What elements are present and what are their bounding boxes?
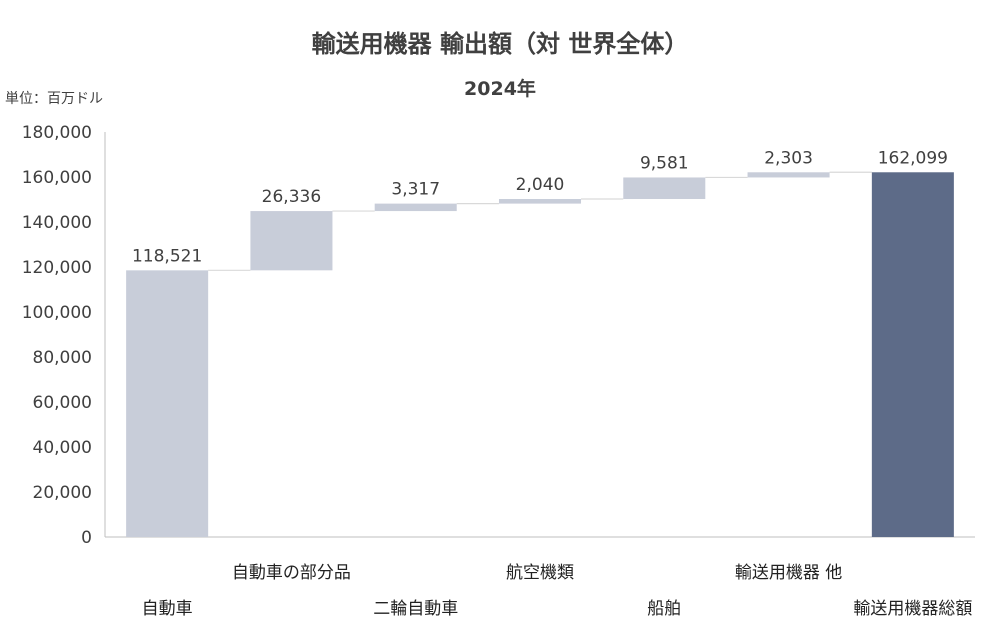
category-label: 船舶	[647, 599, 681, 619]
unit-label: 単位：百万ドル	[5, 91, 103, 107]
bar-4	[498, 199, 582, 204]
y-tick-label: 80,000	[33, 348, 92, 368]
chart-subtitle: 2024年	[464, 77, 536, 100]
bar-6	[747, 172, 830, 178]
value-label: 2,040	[516, 175, 565, 195]
category-label: 輸送用機器 他	[735, 563, 842, 583]
y-tick-label: 120,000	[22, 258, 92, 278]
value-label: 162,099	[878, 148, 948, 168]
category-label: 自動車	[142, 599, 193, 619]
category-label: 二輪自動車	[373, 599, 458, 619]
y-axis-ticks: 0 20,000 40,000 60,000 80,000 100,000 120,000 1…	[22, 123, 92, 548]
y-tick-label: 20,000	[33, 483, 92, 503]
y-tick-label: 140,000	[22, 213, 92, 233]
value-label: 26,336	[262, 187, 321, 207]
y-tick-label: 40,000	[33, 438, 92, 458]
connector-lines	[208, 171, 872, 271]
value-label: 118,521	[132, 246, 202, 266]
y-tick-label: 180,000	[22, 123, 92, 143]
y-tick-label: 60,000	[33, 393, 92, 413]
bar-5	[623, 177, 706, 200]
bars	[126, 172, 954, 537]
category-label: 輸送用機器総額	[853, 599, 972, 619]
value-label: 3,317	[391, 180, 440, 200]
bar-3	[374, 203, 457, 212]
y-tick-label: 0	[81, 528, 92, 548]
y-tick-label: 100,000	[22, 303, 92, 323]
bar-7	[871, 172, 954, 537]
bar-1	[126, 270, 209, 537]
value-label: 2,303	[764, 148, 813, 168]
category-label: 自動車の部分品	[232, 563, 351, 583]
value-label: 9,581	[640, 153, 689, 173]
chart-title: 輸送用機器 輸出額（対 世界全体）	[312, 30, 689, 58]
y-tick-label: 160,000	[22, 168, 92, 188]
category-label: 航空機類	[506, 563, 574, 583]
bar-2	[250, 211, 333, 271]
value-labels: 118,521 26,336 3,317 2,040 9,581 2,303 162,099	[132, 148, 948, 266]
